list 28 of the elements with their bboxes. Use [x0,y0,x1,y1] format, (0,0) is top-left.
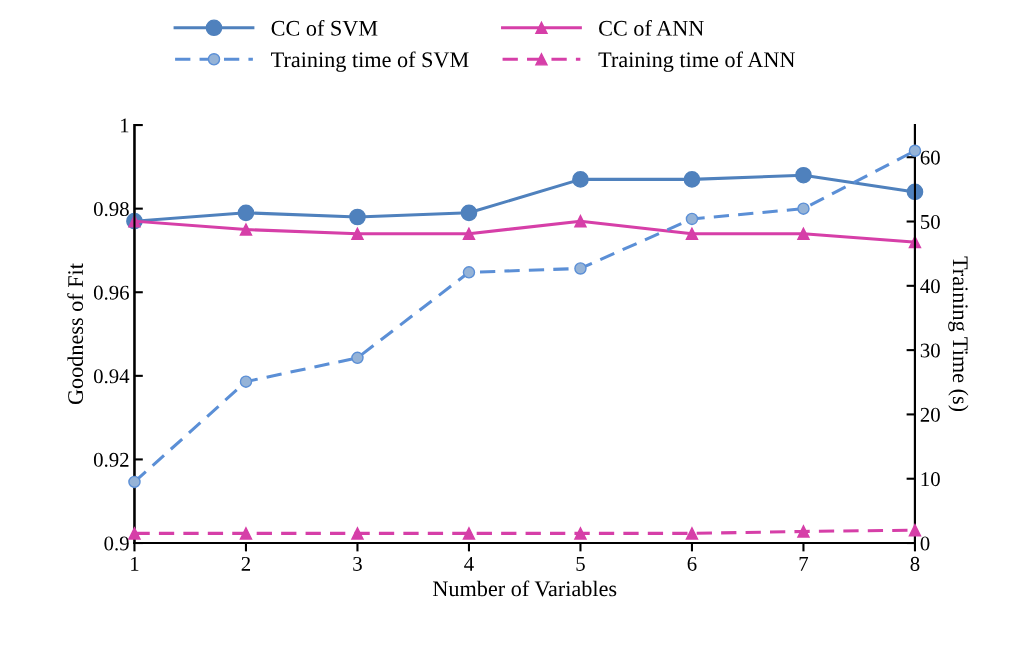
x-tick-label: 8 [910,556,920,571]
x-tick-label: 1 [131,556,139,571]
y-tick-label: 0.98 [93,202,129,217]
y-tick-label: 0.96 [93,285,129,300]
y2-tick-label: 60 [920,150,940,165]
y-tick-label: 1 [121,118,129,133]
y-tick-label: 0.92 [93,452,129,467]
y2-tick-label: 30 [920,343,940,358]
x-tick-label: 6 [687,556,697,571]
legend-label: Training time of ANN [598,51,795,72]
y-tick-label: 0.94 [93,369,130,384]
y2-tick-label: 20 [920,407,940,422]
y2-tick-label: 50 [921,214,940,229]
x-tick-label: 2 [241,556,251,571]
x-tick-label: 4 [464,556,474,571]
y2-tick-label: 0 [920,536,930,551]
y2-tick-label: 40 [920,279,940,294]
y-axis-title: Goodness of Fit [67,263,84,405]
legend-label: CC of SVM [271,19,378,36]
y-tick-label: 0.9 [104,536,129,551]
x-tick-label: 5 [576,557,585,571]
x-axis-title: Number of Variables [432,580,617,597]
legend-label: CC of ANN [599,19,704,36]
legend-label: Training time of SVM [271,51,469,72]
y2-tick-label: 10 [921,472,940,487]
x-tick-label: 7 [799,557,809,571]
y2-axis-title: Training Time (s) [948,256,969,412]
x-tick-label: 3 [353,556,362,571]
